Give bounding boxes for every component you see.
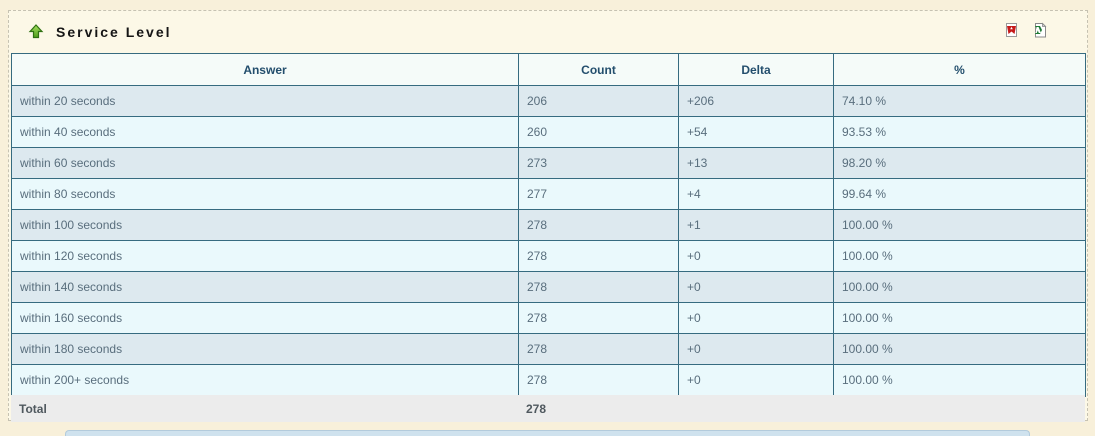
answer-cell[interactable]: within 80 seconds (11, 178, 519, 210)
percent-cell: 100.00 % (833, 302, 1086, 334)
percent-cell: 100.00 % (833, 364, 1086, 397)
delta-cell: +0 (678, 240, 834, 272)
panel-header: Service Level (9, 11, 1087, 53)
percent-cell: 100.00 % (833, 271, 1086, 303)
service-level-panel: Service Level (8, 10, 1088, 422)
header-row: Answer Count Delta % (11, 53, 1086, 86)
answer-cell[interactable]: within 60 seconds (11, 147, 519, 179)
percent-cell: 100.00 % (833, 209, 1086, 241)
total-count: 278 (526, 401, 547, 416)
percent-cell: 100.00 % (833, 333, 1086, 365)
table-row: within 60 seconds 273 +13 98.20 % (11, 147, 1086, 179)
column-header-count: Count (518, 53, 679, 86)
answer-cell[interactable]: within 200+ seconds (11, 364, 519, 397)
delta-cell: +0 (678, 364, 834, 397)
collapse-arrow-up-icon[interactable] (28, 24, 44, 40)
answer-cell[interactable]: within 20 seconds (11, 85, 519, 117)
answer-cell[interactable]: within 140 seconds (11, 271, 519, 303)
count-cell: 206 (518, 85, 679, 117)
table-row: within 80 seconds 277 +4 99.64 % (11, 178, 1086, 210)
delta-cell: +0 (678, 271, 834, 303)
total-row: Total 278 (11, 395, 1085, 422)
answer-cell[interactable]: within 40 seconds (11, 116, 519, 148)
export-icons (995, 22, 1049, 40)
delta-cell: +206 (678, 85, 834, 117)
export-pdf-icon[interactable] (1003, 22, 1020, 39)
column-header-percent: % (833, 53, 1086, 86)
export-excel-icon[interactable] (1032, 22, 1049, 39)
answer-cell[interactable]: within 180 seconds (11, 333, 519, 365)
table-row: within 160 seconds 278 +0 100.00 % (11, 302, 1086, 334)
table-row: within 120 seconds 278 +0 100.00 % (11, 240, 1086, 272)
delta-cell: +1 (678, 209, 834, 241)
count-cell: 277 (518, 178, 679, 210)
table-row: within 40 seconds 260 +54 93.53 % (11, 116, 1086, 148)
column-header-answer: Answer (11, 53, 519, 86)
table-row: within 20 seconds 206 +206 74.10 % (11, 85, 1086, 117)
column-header-delta: Delta (678, 53, 834, 86)
total-label: Total (19, 401, 47, 416)
count-cell: 278 (518, 240, 679, 272)
percent-cell: 93.53 % (833, 116, 1086, 148)
answer-cell[interactable]: within 100 seconds (11, 209, 519, 241)
delta-cell: +0 (678, 333, 834, 365)
table-row: within 140 seconds 278 +0 100.00 % (11, 271, 1086, 303)
percent-cell: 74.10 % (833, 85, 1086, 117)
count-cell: 278 (518, 333, 679, 365)
table-body: within 20 seconds 206 +206 74.10 % withi… (11, 85, 1086, 397)
panel-title: Service Level (56, 24, 172, 40)
delta-cell: +0 (678, 302, 834, 334)
table-row: within 100 seconds 278 +1 100.00 % (11, 209, 1086, 241)
table-row: within 200+ seconds 278 +0 100.00 % (11, 364, 1086, 397)
service-level-table: Answer Count Delta % within 20 seconds 2… (11, 53, 1086, 397)
answer-cell[interactable]: within 120 seconds (11, 240, 519, 272)
count-cell: 273 (518, 147, 679, 179)
delta-cell: +4 (678, 178, 834, 210)
count-cell: 278 (518, 209, 679, 241)
count-cell: 278 (518, 364, 679, 397)
percent-cell: 98.20 % (833, 147, 1086, 179)
count-cell: 278 (518, 302, 679, 334)
count-cell: 278 (518, 271, 679, 303)
percent-cell: 99.64 % (833, 178, 1086, 210)
delta-cell: +54 (678, 116, 834, 148)
count-cell: 260 (518, 116, 679, 148)
table-row: within 180 seconds 278 +0 100.00 % (11, 333, 1086, 365)
next-section-edge (65, 430, 1030, 436)
answer-cell[interactable]: within 160 seconds (11, 302, 519, 334)
delta-cell: +13 (678, 147, 834, 179)
percent-cell: 100.00 % (833, 240, 1086, 272)
